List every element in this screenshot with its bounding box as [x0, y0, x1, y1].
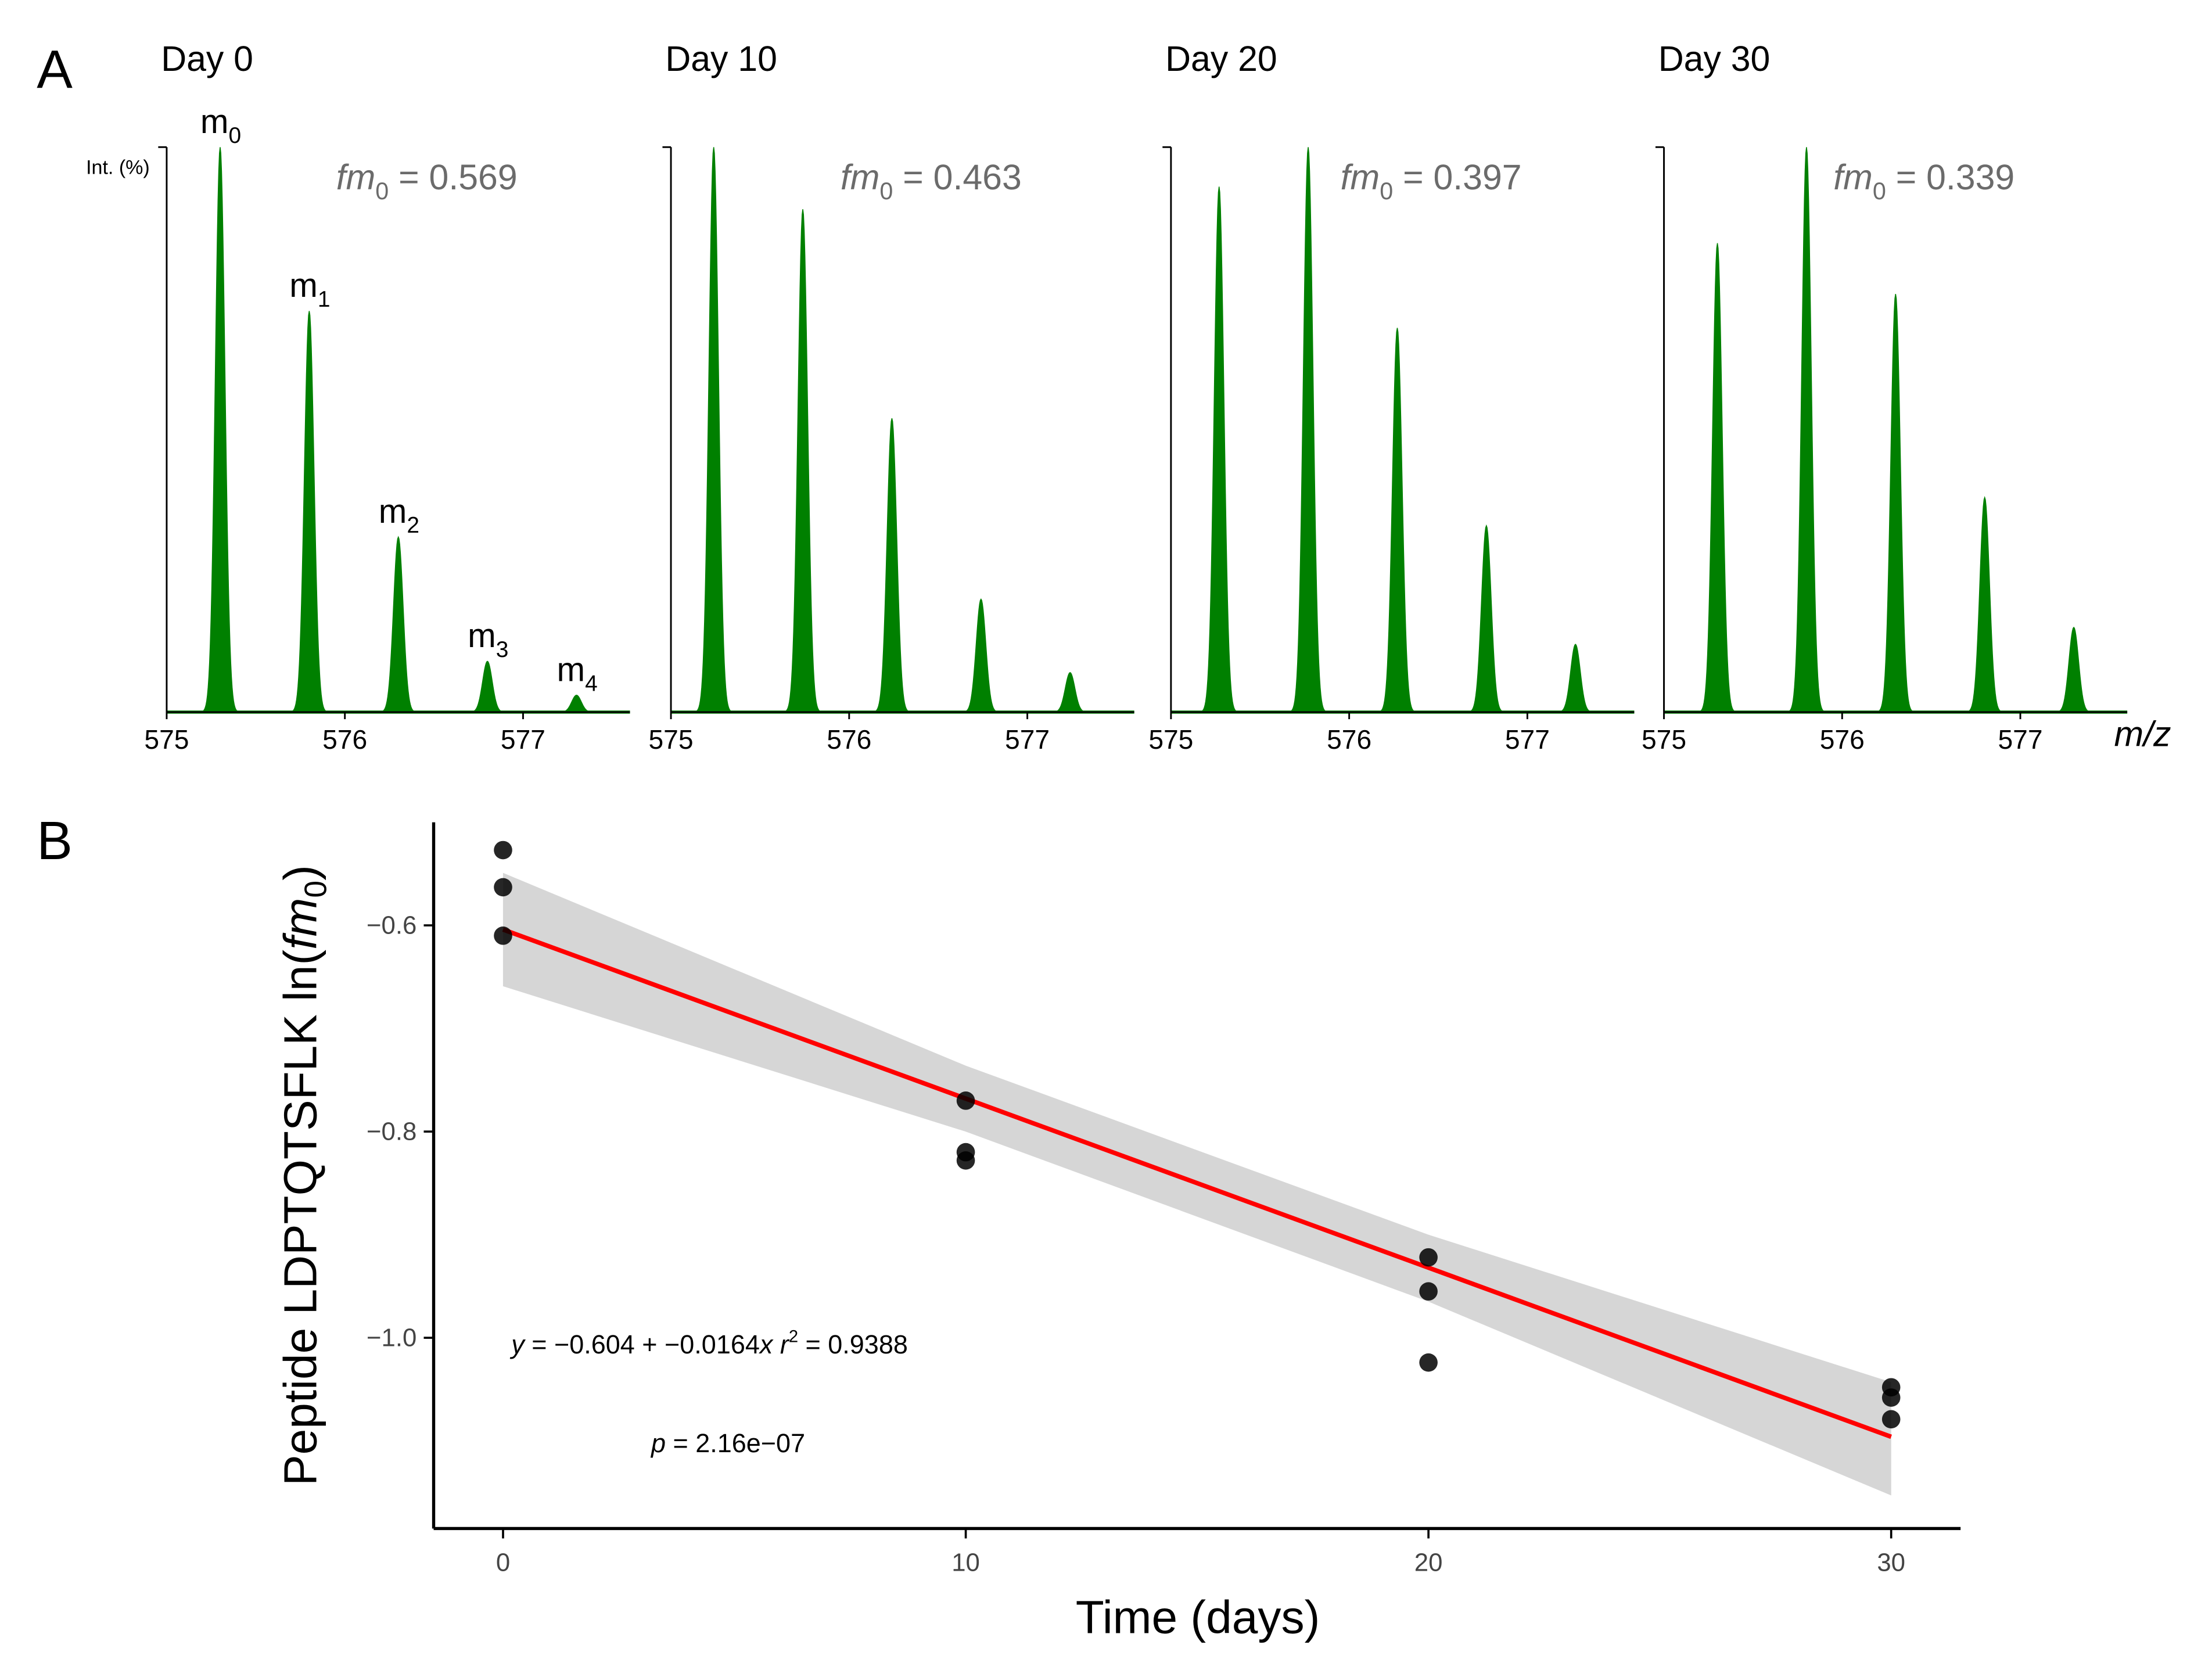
x-tick-label: 20	[1414, 1548, 1443, 1576]
panel-a-spectra: Day 0 fm0 = 0.569 m0 m1 m2 m3 m4 575 576 577 Int. …	[86, 39, 2171, 755]
spectrum-day-1: Day 10 fm0 = 0.463 575 576 577	[649, 39, 1134, 755]
x-tick-label: 10	[951, 1548, 980, 1576]
data-point	[494, 926, 512, 945]
data-point	[956, 1091, 975, 1110]
spectrum-day-3: Day 30 fm0 = 0.339 575 576 577 m/z	[1642, 39, 2171, 755]
panel-label-b: B	[37, 810, 73, 871]
data-point	[1881, 1388, 1901, 1407]
x-tick-label: 575	[1148, 724, 1193, 755]
x-tick-label: 576	[1327, 724, 1371, 755]
fm0-annotation: fm0 = 0.397	[1341, 157, 1522, 204]
panel-label-a: A	[37, 39, 73, 99]
spectrum-peak	[780, 209, 825, 713]
spectrum-peak	[1047, 672, 1093, 713]
spectrum-peak	[869, 418, 915, 713]
spectrum-day-0: Day 0 fm0 = 0.569 m0 m1 m2 m3 m4 575 576 577 Int. …	[86, 39, 630, 755]
spectrum-peak	[1873, 294, 1919, 713]
fm0-annotation: fm0 = 0.569	[336, 157, 518, 204]
p-value-annotation: p = 2.16e−07	[650, 1428, 805, 1458]
data-point	[956, 1151, 975, 1170]
data-point	[1419, 1282, 1438, 1301]
peak-label-m2: m2	[379, 493, 419, 538]
peak-label-m0: m0	[200, 103, 241, 148]
x-tick-label: 575	[144, 724, 189, 755]
x-tick-label: 576	[827, 724, 871, 755]
peak-label-m4: m4	[556, 651, 597, 696]
spectrum-title: Day 0	[161, 39, 253, 78]
y-axis-title: Peptide LDPTQTSFLK ln(fm0)	[275, 865, 333, 1486]
data-point	[1881, 1410, 1901, 1429]
spectrum-peak	[958, 598, 1004, 713]
x-tick-label: 0	[496, 1548, 510, 1576]
spectrum-title: Day 20	[1165, 39, 1277, 78]
y-tick-label: −0.6	[367, 911, 416, 940]
x-tick-label: 30	[1877, 1548, 1905, 1576]
data-point	[1419, 1353, 1438, 1372]
spectrum-peak	[1783, 147, 1829, 713]
intensity-axis-label: Int. (%)	[86, 156, 150, 178]
x-tick-label: 577	[1998, 724, 2043, 755]
x-tick-label: 575	[1642, 724, 1686, 755]
x-tick-label: 576	[1820, 724, 1865, 755]
spectrum-day-2: Day 20 fm0 = 0.397 575 576 577	[1148, 39, 1635, 755]
data-point	[494, 841, 512, 860]
data-point	[494, 878, 512, 897]
y-tick-label: −0.8	[367, 1118, 416, 1146]
spectrum-title: Day 10	[665, 39, 777, 78]
spectrum-peak	[375, 536, 421, 713]
spectrum-peak	[286, 311, 332, 713]
x-tick-label: 576	[322, 724, 367, 755]
spectrum-peak	[465, 660, 511, 713]
spectrum-peak	[1962, 495, 2008, 713]
equation-annotation: y = −0.604 + −0.0164x r2 = 0.9388	[509, 1327, 908, 1359]
spectrum-peak	[1285, 147, 1331, 713]
spectrum-peak	[1463, 524, 1509, 713]
peak-label-m1: m1	[289, 267, 330, 312]
data-point	[1419, 1248, 1438, 1267]
spectrum-peak	[1553, 644, 1599, 713]
fm0-annotation: fm0 = 0.339	[1833, 157, 2015, 204]
x-tick-label: 575	[649, 724, 694, 755]
spectrum-title: Day 30	[1658, 39, 1771, 78]
spectrum-peak	[554, 695, 599, 713]
spectrum-peak	[2051, 626, 2096, 713]
spectrum-peak	[1694, 243, 1740, 713]
regression-line	[502, 927, 1893, 1439]
mz-axis-label: m/z	[2114, 714, 2171, 753]
panel-b-scatter: 0 10 20 30 −0.6 −0.8 −1.0 y = −0.604 + −0.0164…	[275, 822, 1961, 1643]
spectrum-peak	[1374, 328, 1420, 713]
spectrum-peak	[690, 147, 737, 713]
spectrum-peak	[1195, 186, 1242, 713]
x-tick-label: 577	[1505, 724, 1550, 755]
x-axis-title: Time (days)	[1076, 1591, 1320, 1643]
fm0-annotation: fm0 = 0.463	[841, 157, 1022, 204]
x-tick-label: 577	[1005, 724, 1050, 755]
y-tick-label: −1.0	[367, 1324, 416, 1352]
x-tick-label: 577	[501, 724, 545, 755]
peak-label-m3: m3	[468, 617, 508, 662]
spectrum-peak	[196, 147, 243, 713]
